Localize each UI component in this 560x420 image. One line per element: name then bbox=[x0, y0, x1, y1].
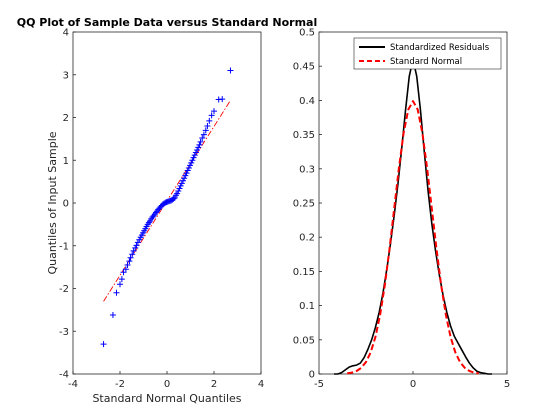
qq-plot-y-tick-label: 3 bbox=[63, 70, 69, 81]
density-plot-y-tick-label: 0.45 bbox=[293, 62, 315, 73]
density-plot-legend: Standardized Residuals Standard Normal bbox=[353, 37, 502, 70]
qq-plot-y-tick-label: 0 bbox=[63, 199, 69, 210]
qq-plot-y-tick-label: 2 bbox=[63, 113, 69, 124]
qq-plot-x-tick-label: -2 bbox=[115, 379, 125, 390]
qq-plot-point bbox=[196, 141, 203, 148]
density-plot-y-tick-label: 0.25 bbox=[293, 199, 315, 210]
qq-plot-point bbox=[177, 182, 184, 189]
qq-plot-point bbox=[100, 341, 107, 348]
qq-plot-point bbox=[178, 180, 185, 187]
qq-plot-point bbox=[195, 144, 202, 151]
qq-plot-point bbox=[133, 242, 140, 249]
qq-plot-point bbox=[136, 236, 143, 243]
density-plot-y-tick-label: 0.1 bbox=[299, 301, 315, 312]
qq-plot-point bbox=[185, 164, 192, 171]
qq-plot-point bbox=[127, 254, 134, 261]
qq-plot-point bbox=[187, 162, 194, 169]
qq-plot-x-axis-label: Standard Normal Quantiles bbox=[92, 392, 241, 405]
qq-plot-point bbox=[113, 289, 120, 296]
qq-plot-point bbox=[200, 131, 207, 138]
qq-plot-point bbox=[117, 281, 123, 288]
qq-plot-y-ticks: -4 -3 -2 -1 0 1 2 3 4 bbox=[59, 28, 76, 381]
density-plot-y-tick-label: 0.2 bbox=[299, 233, 315, 244]
qq-plot-point bbox=[189, 157, 196, 164]
qq-plot-point bbox=[204, 123, 211, 130]
density-plot-y-tick-label: 0 bbox=[309, 370, 315, 381]
qq-plot-y-tick-label: -4 bbox=[59, 370, 69, 381]
qq-plot-point bbox=[124, 261, 131, 268]
density-plot-y-ticks: 0 0.05 0.1 0.15 0.2 0.25 0.3 0.35 0.4 0.45 0.5 bbox=[293, 28, 322, 381]
qq-plot-point bbox=[191, 152, 198, 159]
legend-box bbox=[353, 37, 502, 70]
qq-plot-point bbox=[192, 149, 199, 156]
density-plot-x-tick-label: -5 bbox=[314, 379, 324, 390]
qq-plot-point bbox=[184, 167, 191, 174]
density-plot-axes: -5 0 5 00.050.10.150.20.250.30.350.40.450.… bbox=[293, 28, 510, 391]
qq-plot-y-tick-label: -1 bbox=[59, 241, 69, 252]
qq-plot-y-tick-label: -2 bbox=[59, 284, 69, 295]
qq-plot-x-ticks: -4 -2 0 2 4 bbox=[68, 371, 264, 390]
qq-plot-y-tick-label: 4 bbox=[63, 28, 69, 39]
qq-plot-point bbox=[183, 170, 190, 177]
density-plot-x-ticks: -5 0 5 bbox=[314, 371, 510, 390]
qq-plot-point bbox=[190, 154, 197, 161]
qq-plot-point bbox=[211, 108, 217, 115]
qq-plot-x-tick-label: 0 bbox=[164, 379, 170, 390]
qq-plot-point bbox=[174, 190, 181, 197]
qq-plot-point bbox=[219, 96, 226, 103]
density-plot-x-tick-label: 0 bbox=[410, 379, 416, 390]
qq-plot-point bbox=[199, 135, 206, 142]
qq-plot-point bbox=[206, 117, 213, 124]
legend-label-standardized-residuals: Standardized Residuals bbox=[390, 43, 490, 53]
qq-plot-point bbox=[118, 276, 125, 283]
qq-plot-x-tick-label: -4 bbox=[68, 379, 78, 390]
qq-plot-point bbox=[182, 172, 189, 179]
qq-plot-point bbox=[176, 185, 183, 192]
density-plot-axes-box bbox=[318, 31, 508, 375]
qq-plot-title: QQ Plot of Sample Data versus Standard N… bbox=[17, 16, 318, 29]
qq-plot-points-group bbox=[100, 67, 234, 348]
qq-plot-y-tick-label: 1 bbox=[63, 156, 69, 167]
qq-plot-point bbox=[188, 159, 195, 166]
qq-plot-point bbox=[122, 266, 129, 273]
qq-plot-axes: -4 -2 0 2 4 -4 -3 -2 -1 0 1 2 3 4 QQ Plot of Sample … bbox=[17, 16, 318, 405]
qq-plot-y-axis-label: Quantiles of Input Sample bbox=[46, 131, 59, 274]
qq-plot-x-tick-label: 4 bbox=[258, 379, 264, 390]
qq-plot-x-tick-label: 2 bbox=[211, 379, 217, 390]
qq-plot-point bbox=[134, 239, 141, 246]
qq-plot-point bbox=[132, 244, 139, 251]
qq-plot-point bbox=[126, 258, 133, 265]
legend-label-standard-normal: Standard Normal bbox=[390, 57, 462, 67]
qq-plot-point bbox=[227, 67, 234, 74]
qq-plot-point bbox=[202, 127, 209, 134]
qq-plot-point bbox=[129, 251, 136, 258]
density-plot-y-tick-label: 0.35 bbox=[293, 130, 315, 141]
density-plot-y-tick-label: 0.15 bbox=[293, 267, 315, 278]
density-plot-x-tick-label: 5 bbox=[504, 379, 510, 390]
density-plot-y-tick-label: 0.05 bbox=[293, 335, 315, 346]
qq-plot-point bbox=[170, 195, 177, 202]
qq-plot-point bbox=[171, 194, 178, 201]
density-plot-y-tick-label: 0.4 bbox=[299, 96, 315, 107]
qq-plot-point bbox=[194, 146, 201, 153]
qq-plot-point bbox=[109, 312, 116, 319]
qq-plot-point bbox=[208, 112, 215, 119]
series-standard-normal-line bbox=[347, 100, 479, 375]
qq-plot-point bbox=[197, 138, 204, 145]
density-plot-y-tick-label: 0.3 bbox=[299, 164, 315, 175]
qq-plot-y-tick-label: -3 bbox=[59, 327, 69, 338]
density-plot-y-tick-label: 0.5 bbox=[299, 28, 315, 39]
qq-plot-point bbox=[179, 177, 186, 184]
qq-plot-point bbox=[175, 188, 182, 195]
qq-plot-point bbox=[181, 175, 188, 182]
